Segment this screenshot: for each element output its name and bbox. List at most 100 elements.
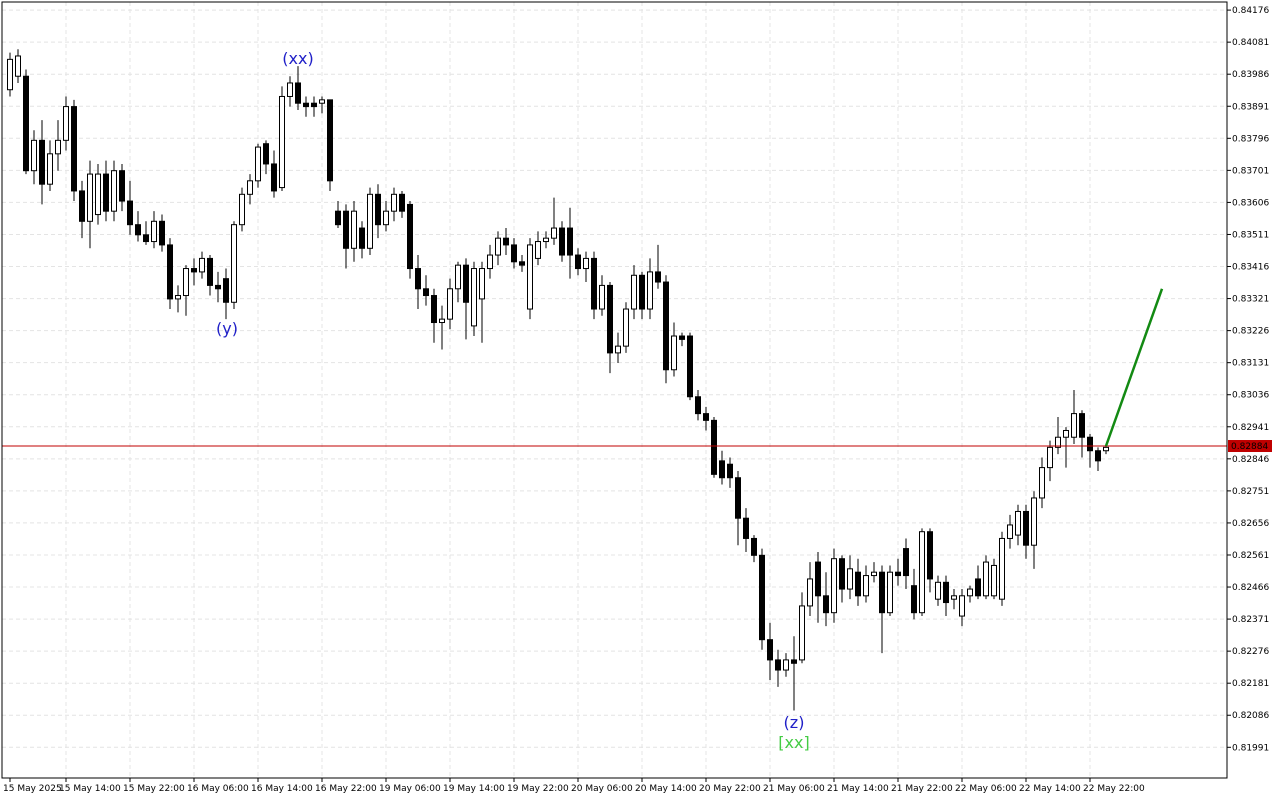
candle-body — [207, 257, 213, 286]
candle-body — [1039, 467, 1045, 499]
x-tick-label: 15 May 2025 — [3, 784, 62, 794]
y-tick-label: 0.82561 — [1232, 551, 1269, 561]
x-tick-label: 22 May 22:00 — [1083, 784, 1145, 794]
x-tick-label: 16 May 22:00 — [315, 784, 377, 794]
wave-label: (y) — [216, 319, 238, 338]
candle-body — [71, 106, 77, 192]
candle-body — [743, 517, 749, 539]
plot-frame — [1, 1, 1228, 779]
candle-body — [735, 477, 741, 519]
candle-body — [1071, 413, 1077, 438]
candle-body — [23, 75, 29, 172]
candle-body — [599, 284, 605, 310]
x-tick-label: 22 May 06:00 — [955, 784, 1017, 794]
y-tick-label: 0.83796 — [1232, 134, 1269, 144]
candle-body — [495, 237, 501, 256]
candle-body — [471, 268, 477, 327]
candle-body — [215, 284, 221, 290]
candle-body — [1103, 446, 1109, 452]
candle-body — [847, 568, 853, 590]
candle-body — [7, 58, 13, 91]
candle-body — [55, 139, 61, 155]
candle-body — [151, 220, 157, 243]
y-tick-label: 0.83226 — [1232, 327, 1269, 337]
candle-body — [79, 190, 85, 222]
candle-body — [167, 244, 173, 300]
candle-body — [551, 227, 557, 239]
candle-body — [863, 575, 869, 597]
candle-body — [311, 102, 317, 108]
candle-body — [135, 224, 141, 236]
candle-body — [679, 335, 685, 340]
candle-body — [367, 193, 373, 249]
candle-body — [47, 153, 53, 185]
x-tick-label: 20 May 22:00 — [699, 784, 761, 794]
x-tick-label: 15 May 22:00 — [123, 784, 185, 794]
candle-body — [647, 271, 653, 310]
y-tick-label: 0.84176 — [1232, 6, 1269, 16]
x-tick-label: 20 May 06:00 — [571, 784, 633, 794]
candle-body — [639, 274, 645, 310]
candle-body — [703, 413, 709, 421]
candle-body — [447, 288, 453, 320]
candle-body — [559, 227, 565, 256]
candle-body — [607, 284, 613, 354]
projection-line — [1104, 288, 1164, 447]
candle-body — [839, 558, 845, 590]
candle-body — [951, 595, 957, 600]
candle-body — [1007, 524, 1013, 539]
candle-body — [903, 548, 909, 577]
x-tick-label: 19 May 22:00 — [507, 784, 569, 794]
candle-body — [895, 571, 901, 577]
y-tick-label: 0.83321 — [1232, 295, 1269, 305]
candle-body — [335, 210, 341, 226]
candle-body — [399, 193, 405, 212]
candle-body — [351, 210, 357, 249]
candle-body — [1079, 413, 1085, 438]
candle-body — [295, 82, 301, 104]
candle-body — [391, 193, 397, 212]
candle-body — [1063, 429, 1069, 438]
wave-label: [xx] — [778, 733, 809, 752]
candle-body — [111, 170, 117, 212]
candle-body — [1055, 436, 1061, 448]
candle-body — [319, 99, 325, 104]
candle-body — [1087, 436, 1093, 452]
candle-body — [935, 581, 941, 600]
candle-body — [423, 288, 429, 297]
candle-body — [503, 237, 509, 246]
candle-body — [479, 268, 485, 300]
x-tick-label: 21 May 22:00 — [891, 784, 953, 794]
candle-body — [359, 227, 365, 249]
y-tick-label: 0.82751 — [1232, 487, 1269, 497]
candle-body — [911, 585, 917, 614]
x-tick-label: 16 May 14:00 — [251, 784, 313, 794]
candle-body — [567, 227, 573, 256]
candle-body — [263, 143, 269, 165]
x-tick-label: 22 May 14:00 — [1019, 784, 1081, 794]
x-tick-label: 21 May 14:00 — [827, 784, 889, 794]
candle-body — [455, 264, 461, 290]
candle-body — [719, 460, 725, 479]
candle-body — [383, 210, 389, 226]
y-tick-label: 0.82941 — [1232, 423, 1269, 433]
candle-body — [983, 561, 989, 597]
y-tick-label: 0.82371 — [1232, 615, 1269, 625]
candle-body — [879, 571, 885, 614]
candle-body — [439, 318, 445, 324]
x-tick-label: 19 May 14:00 — [443, 784, 505, 794]
candle-body — [927, 531, 933, 580]
candle-body — [663, 281, 669, 371]
candle-body — [591, 257, 597, 310]
candle-body — [415, 268, 421, 290]
y-tick-label: 0.81991 — [1232, 743, 1269, 753]
x-tick-label: 15 May 14:00 — [59, 784, 121, 794]
y-tick-label: 0.82846 — [1232, 455, 1269, 465]
candle-body — [783, 659, 789, 671]
candle-body — [999, 537, 1005, 600]
candle-body — [631, 274, 637, 310]
x-tick-label: 16 May 06:00 — [187, 784, 249, 794]
y-tick-label: 0.83986 — [1232, 70, 1269, 80]
candle-body — [527, 244, 533, 310]
candle-body — [191, 268, 197, 273]
